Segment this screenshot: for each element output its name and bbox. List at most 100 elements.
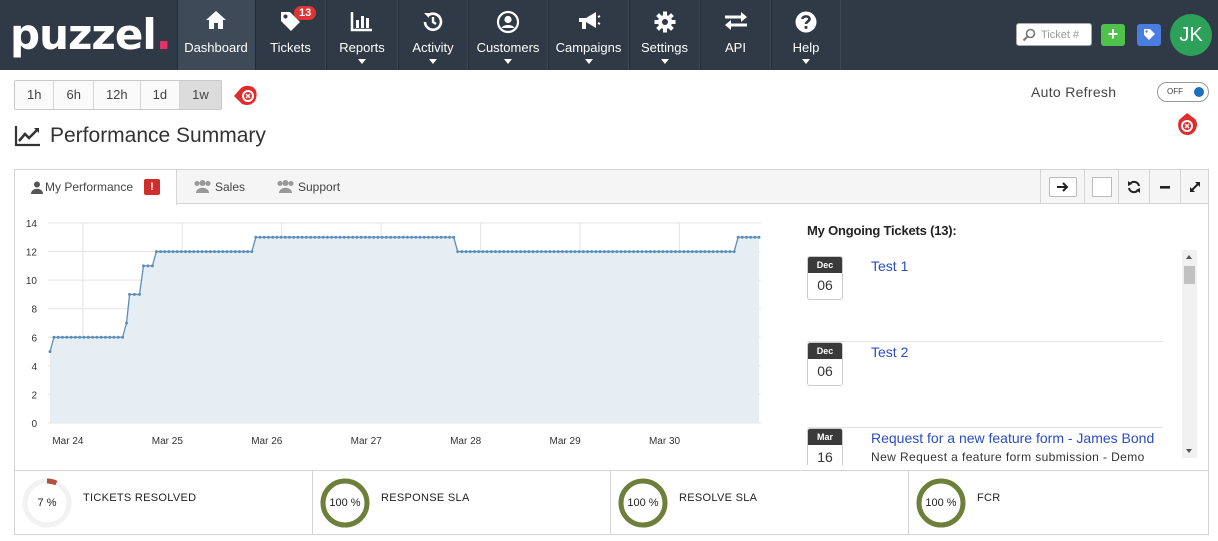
series-point <box>757 235 761 239</box>
series-point <box>431 235 435 239</box>
series-point <box>208 250 212 254</box>
series-point <box>531 250 535 254</box>
series-point <box>740 235 744 239</box>
nav-label: Activity <box>412 40 454 55</box>
new-ticket-button[interactable]: + <box>1101 24 1125 46</box>
series-point <box>321 235 325 239</box>
series-point <box>48 350 52 354</box>
user-icon <box>31 181 43 194</box>
series-point <box>300 235 304 239</box>
navigate-button[interactable] <box>1040 170 1084 204</box>
ring-fill <box>22 478 72 528</box>
nav-campaigns[interactable]: Campaigns <box>548 0 629 70</box>
user-circle-icon <box>496 10 520 34</box>
series-point <box>125 321 129 325</box>
range-12h-button[interactable]: 12h <box>93 81 141 109</box>
series-point <box>108 335 112 339</box>
hotspot-marker-icon[interactable] <box>233 84 259 110</box>
stat-resolve-sla: 100 % RESOLVE SLA <box>611 471 909 535</box>
minimize-button[interactable] <box>1149 170 1180 204</box>
ticket-title-link[interactable]: Request for a new feature form - James B… <box>871 430 1155 446</box>
ticket-title-link[interactable]: Test 2 <box>871 344 909 360</box>
top-navbar: puzzel. Dashboard 13 Tickets Reports Act… <box>0 0 1218 70</box>
series-point <box>258 235 262 239</box>
ongoing-tickets-title: My Ongoing Tickets (13): <box>807 223 957 238</box>
nav-settings[interactable]: Settings <box>629 0 700 70</box>
range-1d-button[interactable]: 1d <box>140 81 181 109</box>
ticket-item[interactable]: Dec 06 Test 2 <box>807 342 1163 428</box>
panel-tabs: My Performance ! Sales Support <box>15 170 1208 205</box>
hotspot-marker-icon[interactable] <box>1174 112 1200 138</box>
nav-api[interactable]: API <box>700 0 771 70</box>
scroll-down-icon[interactable] <box>1186 449 1192 453</box>
nav-activity[interactable]: Activity <box>398 0 468 70</box>
tab-my-performance[interactable]: My Performance ! <box>15 170 177 205</box>
user-avatar[interactable]: JK <box>1170 14 1212 56</box>
x-tick-label: Mar 28 <box>450 436 482 447</box>
nav-customers[interactable]: Customers <box>468 0 548 70</box>
nav-help[interactable]: Help <box>771 0 841 70</box>
range-1h-button[interactable]: 1h <box>15 81 55 109</box>
series-point <box>237 250 241 254</box>
nav-reports[interactable]: Reports <box>326 0 398 70</box>
series-point <box>405 235 409 239</box>
series-point <box>309 235 313 239</box>
series-point <box>225 250 229 254</box>
x-tick-label: Mar 27 <box>351 436 383 447</box>
stat-fcr: 100 % FCR <box>909 471 1207 535</box>
refresh-button[interactable] <box>1118 170 1149 204</box>
x-tick-label: Mar 24 <box>52 436 84 447</box>
nav-tickets[interactable]: 13 Tickets <box>255 0 326 70</box>
series-point <box>653 250 657 254</box>
series-point <box>720 250 724 254</box>
series-point <box>61 335 65 339</box>
stats-bar: 7 % TICKETS RESOLVED 100 % RESPONSE SLA … <box>15 470 1208 535</box>
series-point <box>422 235 426 239</box>
tickets-scrollbar[interactable] <box>1182 250 1197 458</box>
series-point <box>548 250 552 254</box>
scroll-up-icon[interactable] <box>1186 255 1192 259</box>
series-point <box>380 235 384 239</box>
refresh-icon <box>1128 180 1140 194</box>
series-point <box>699 250 703 254</box>
series-point <box>279 235 283 239</box>
series-point <box>121 335 125 339</box>
series-point <box>266 235 270 239</box>
series-point <box>577 250 581 254</box>
puzzel-logo[interactable]: puzzel. <box>10 10 172 59</box>
expand-button[interactable] <box>1180 170 1208 204</box>
ticket-title-link[interactable]: Test 1 <box>871 258 909 274</box>
ticket-item[interactable]: Dec 06 Test 1 <box>807 256 1163 342</box>
chevron-down-icon <box>358 59 366 64</box>
range-1w-button[interactable]: 1w <box>180 81 221 109</box>
series-point <box>678 250 682 254</box>
tickets-count-badge: 13 <box>294 6 317 20</box>
ring-fill <box>320 478 370 528</box>
auto-refresh-toggle[interactable]: OFF <box>1157 82 1209 102</box>
series-point <box>753 235 757 239</box>
scroll-thumb[interactable] <box>1184 266 1195 284</box>
series-point <box>477 250 481 254</box>
tab-sales[interactable]: Sales <box>187 170 263 204</box>
range-6h-button[interactable]: 6h <box>54 81 94 109</box>
nav-label: Campaigns <box>555 40 622 55</box>
select-checkbox[interactable] <box>1084 170 1118 204</box>
nav-dashboard[interactable]: Dashboard <box>177 0 255 70</box>
series-point <box>116 335 120 339</box>
tag-button[interactable] <box>1137 24 1161 46</box>
series-point <box>167 250 171 254</box>
series-point <box>372 235 376 239</box>
series-point <box>464 250 468 254</box>
ticket-search-input[interactable]: Ticket # <box>1016 23 1092 46</box>
ticket-item[interactable]: Mar 16 Request for a new feature form - … <box>807 428 1163 465</box>
tab-support[interactable]: Support <box>269 170 359 204</box>
series-point <box>163 250 167 254</box>
series-point <box>233 250 237 254</box>
calendar-date-icon: Dec 06 <box>807 256 843 300</box>
series-point <box>204 250 208 254</box>
calendar-date-icon: Dec 06 <box>807 342 843 386</box>
series-point <box>213 250 217 254</box>
series-point <box>506 250 510 254</box>
progress-ring <box>22 478 72 528</box>
series-point <box>376 235 380 239</box>
